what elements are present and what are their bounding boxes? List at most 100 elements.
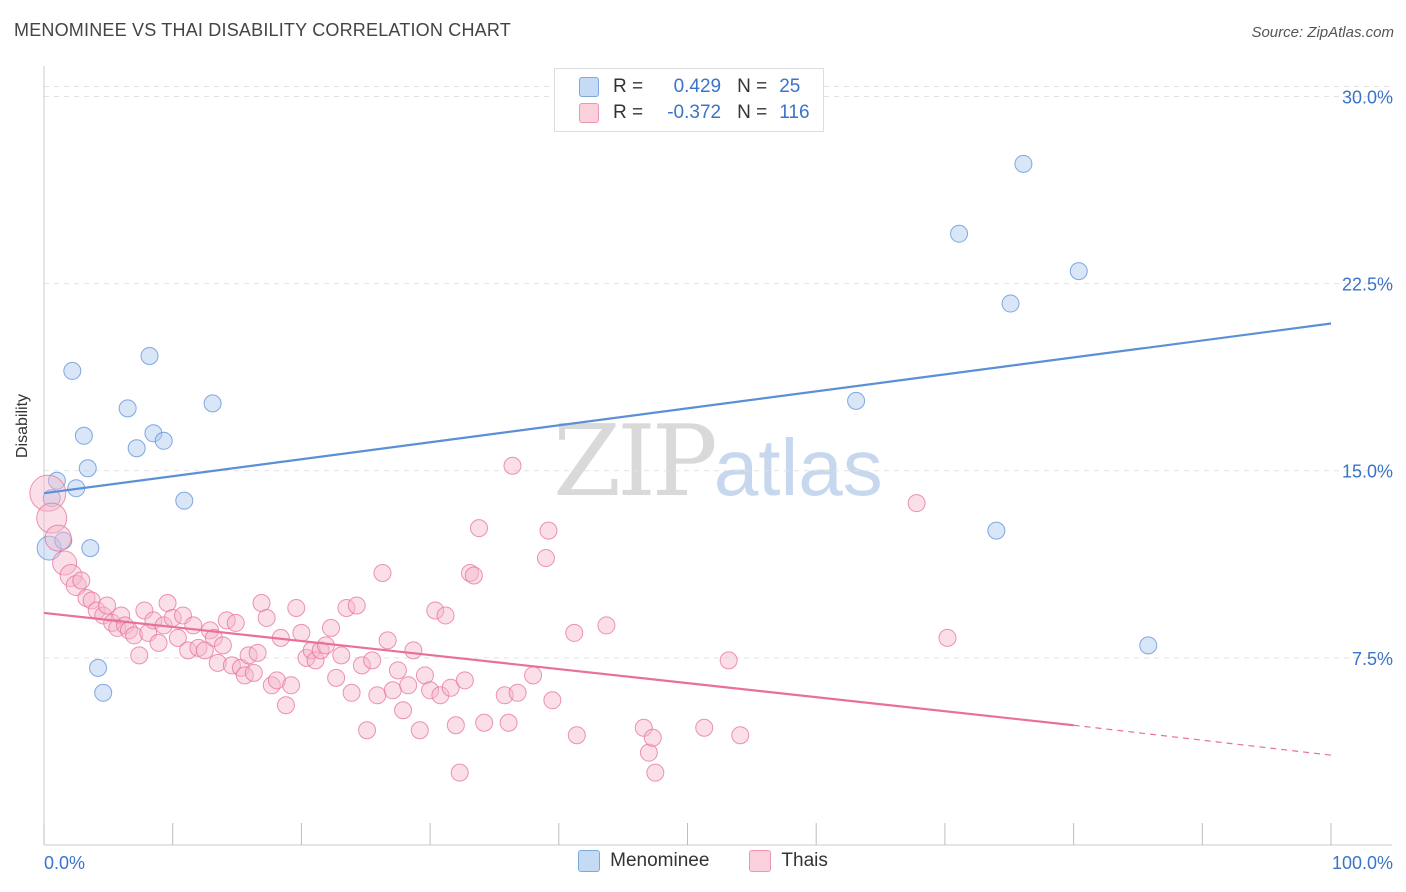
point-menominee <box>203 394 222 413</box>
point-thais <box>524 666 543 685</box>
point-menominee <box>1139 636 1158 655</box>
legend-n-value: 116 <box>779 102 810 123</box>
watermark-atlas: atlas <box>713 423 883 512</box>
point-thais <box>276 696 295 715</box>
point-thais <box>731 726 750 745</box>
y-tick-label: 15.0% <box>1342 462 1393 482</box>
point-thais <box>643 728 662 747</box>
point-thais <box>248 643 267 662</box>
point-thais <box>938 628 957 647</box>
legend-item-thais[interactable]: Thais <box>749 850 828 872</box>
point-thais <box>373 564 392 583</box>
point-thais <box>399 676 418 695</box>
point-thais <box>130 646 149 665</box>
legend-swatch-menominee <box>578 850 601 872</box>
point-thais <box>543 691 562 710</box>
point-menominee <box>54 531 73 550</box>
y-tick-label: 30.0% <box>1342 87 1393 107</box>
point-thais <box>226 613 245 632</box>
point-thais <box>597 616 616 635</box>
point-menominee <box>47 471 66 490</box>
legend-swatch-thais <box>579 103 599 123</box>
legend-label-thais: Thais <box>781 850 828 871</box>
point-menominee <box>42 489 61 508</box>
point-thais <box>539 521 558 540</box>
point-thais <box>508 683 527 702</box>
watermark: ZIPatlas <box>553 405 883 519</box>
point-thais <box>404 641 423 660</box>
point-menominee <box>1014 154 1033 173</box>
point-thais <box>306 651 325 670</box>
point-menominee <box>950 224 969 243</box>
point-thais <box>337 598 356 617</box>
point-thais <box>907 494 926 513</box>
point-thais <box>567 726 586 745</box>
legend-r-label: R = <box>613 76 644 97</box>
point-thais <box>368 686 387 705</box>
point-thais <box>646 763 665 782</box>
point-thais <box>327 668 346 687</box>
trend-line-extension-thais <box>1073 724 1332 756</box>
x-tick-label: 0.0% <box>44 853 85 873</box>
source-label: Source: ZipAtlas.com <box>1251 24 1394 41</box>
trend-line-menominee <box>43 322 1332 495</box>
legend-row-thais: R = -0.372 N = 116 <box>579 100 826 126</box>
trend-line-thais <box>43 611 1074 727</box>
legend-r-label: R = <box>613 102 644 123</box>
point-thais <box>388 661 407 680</box>
point-thais <box>503 456 522 475</box>
point-thais <box>98 596 117 615</box>
point-thais <box>135 601 154 620</box>
point-thais <box>352 656 371 675</box>
stats-legend: R = 0.429 N = 25 R = -0.372 N = 116 <box>554 68 824 132</box>
point-thais <box>267 671 286 690</box>
point-menominee <box>144 424 163 443</box>
point-thais <box>213 636 232 655</box>
legend-r-value: 0.429 <box>673 76 722 97</box>
point-menominee <box>118 399 137 418</box>
point-menominee <box>81 539 100 558</box>
point-thais <box>44 524 72 552</box>
point-thais <box>65 575 87 597</box>
point-thais <box>52 550 78 576</box>
point-menominee <box>847 391 866 410</box>
legend-swatch-thais <box>749 850 772 872</box>
point-thais <box>410 721 429 740</box>
y-axis-label: Disability <box>14 393 31 458</box>
point-menominee <box>987 521 1006 540</box>
point-thais <box>499 713 518 732</box>
legend-item-menominee[interactable]: Menominee <box>578 850 709 872</box>
point-thais <box>208 653 227 672</box>
point-thais <box>168 628 187 647</box>
point-menominee <box>127 439 146 458</box>
point-menominee <box>94 683 113 702</box>
chart-title: MENOMINEE VS THAI DISABILITY CORRELATION… <box>14 20 511 40</box>
point-thais <box>383 681 402 700</box>
point-thais <box>204 628 223 647</box>
point-thais <box>415 666 434 685</box>
legend-row-menominee: R = 0.429 N = 25 <box>579 74 816 100</box>
legend-label-menominee: Menominee <box>610 850 710 871</box>
point-thais <box>719 651 738 670</box>
point-thais <box>292 623 311 642</box>
point-thais <box>311 641 330 660</box>
legend-swatch-menominee <box>579 77 599 97</box>
point-thais <box>77 588 96 607</box>
point-thais <box>262 676 281 695</box>
watermark-zip: ZIP <box>553 405 718 519</box>
point-thais <box>431 686 450 705</box>
point-thais <box>332 646 351 665</box>
point-thais <box>536 549 555 568</box>
point-thais <box>252 593 271 612</box>
point-thais <box>695 718 714 737</box>
legend-n-label: N = <box>737 76 768 97</box>
point-thais <box>464 566 483 585</box>
point-menominee <box>154 431 173 450</box>
y-tick-label: 7.5% <box>1352 649 1393 669</box>
point-menominee <box>1069 262 1088 281</box>
point-thais <box>363 651 382 670</box>
point-thais <box>184 616 203 635</box>
legend-n-label: N = <box>737 102 768 123</box>
x-tick-label: 100.0% <box>1332 853 1393 873</box>
